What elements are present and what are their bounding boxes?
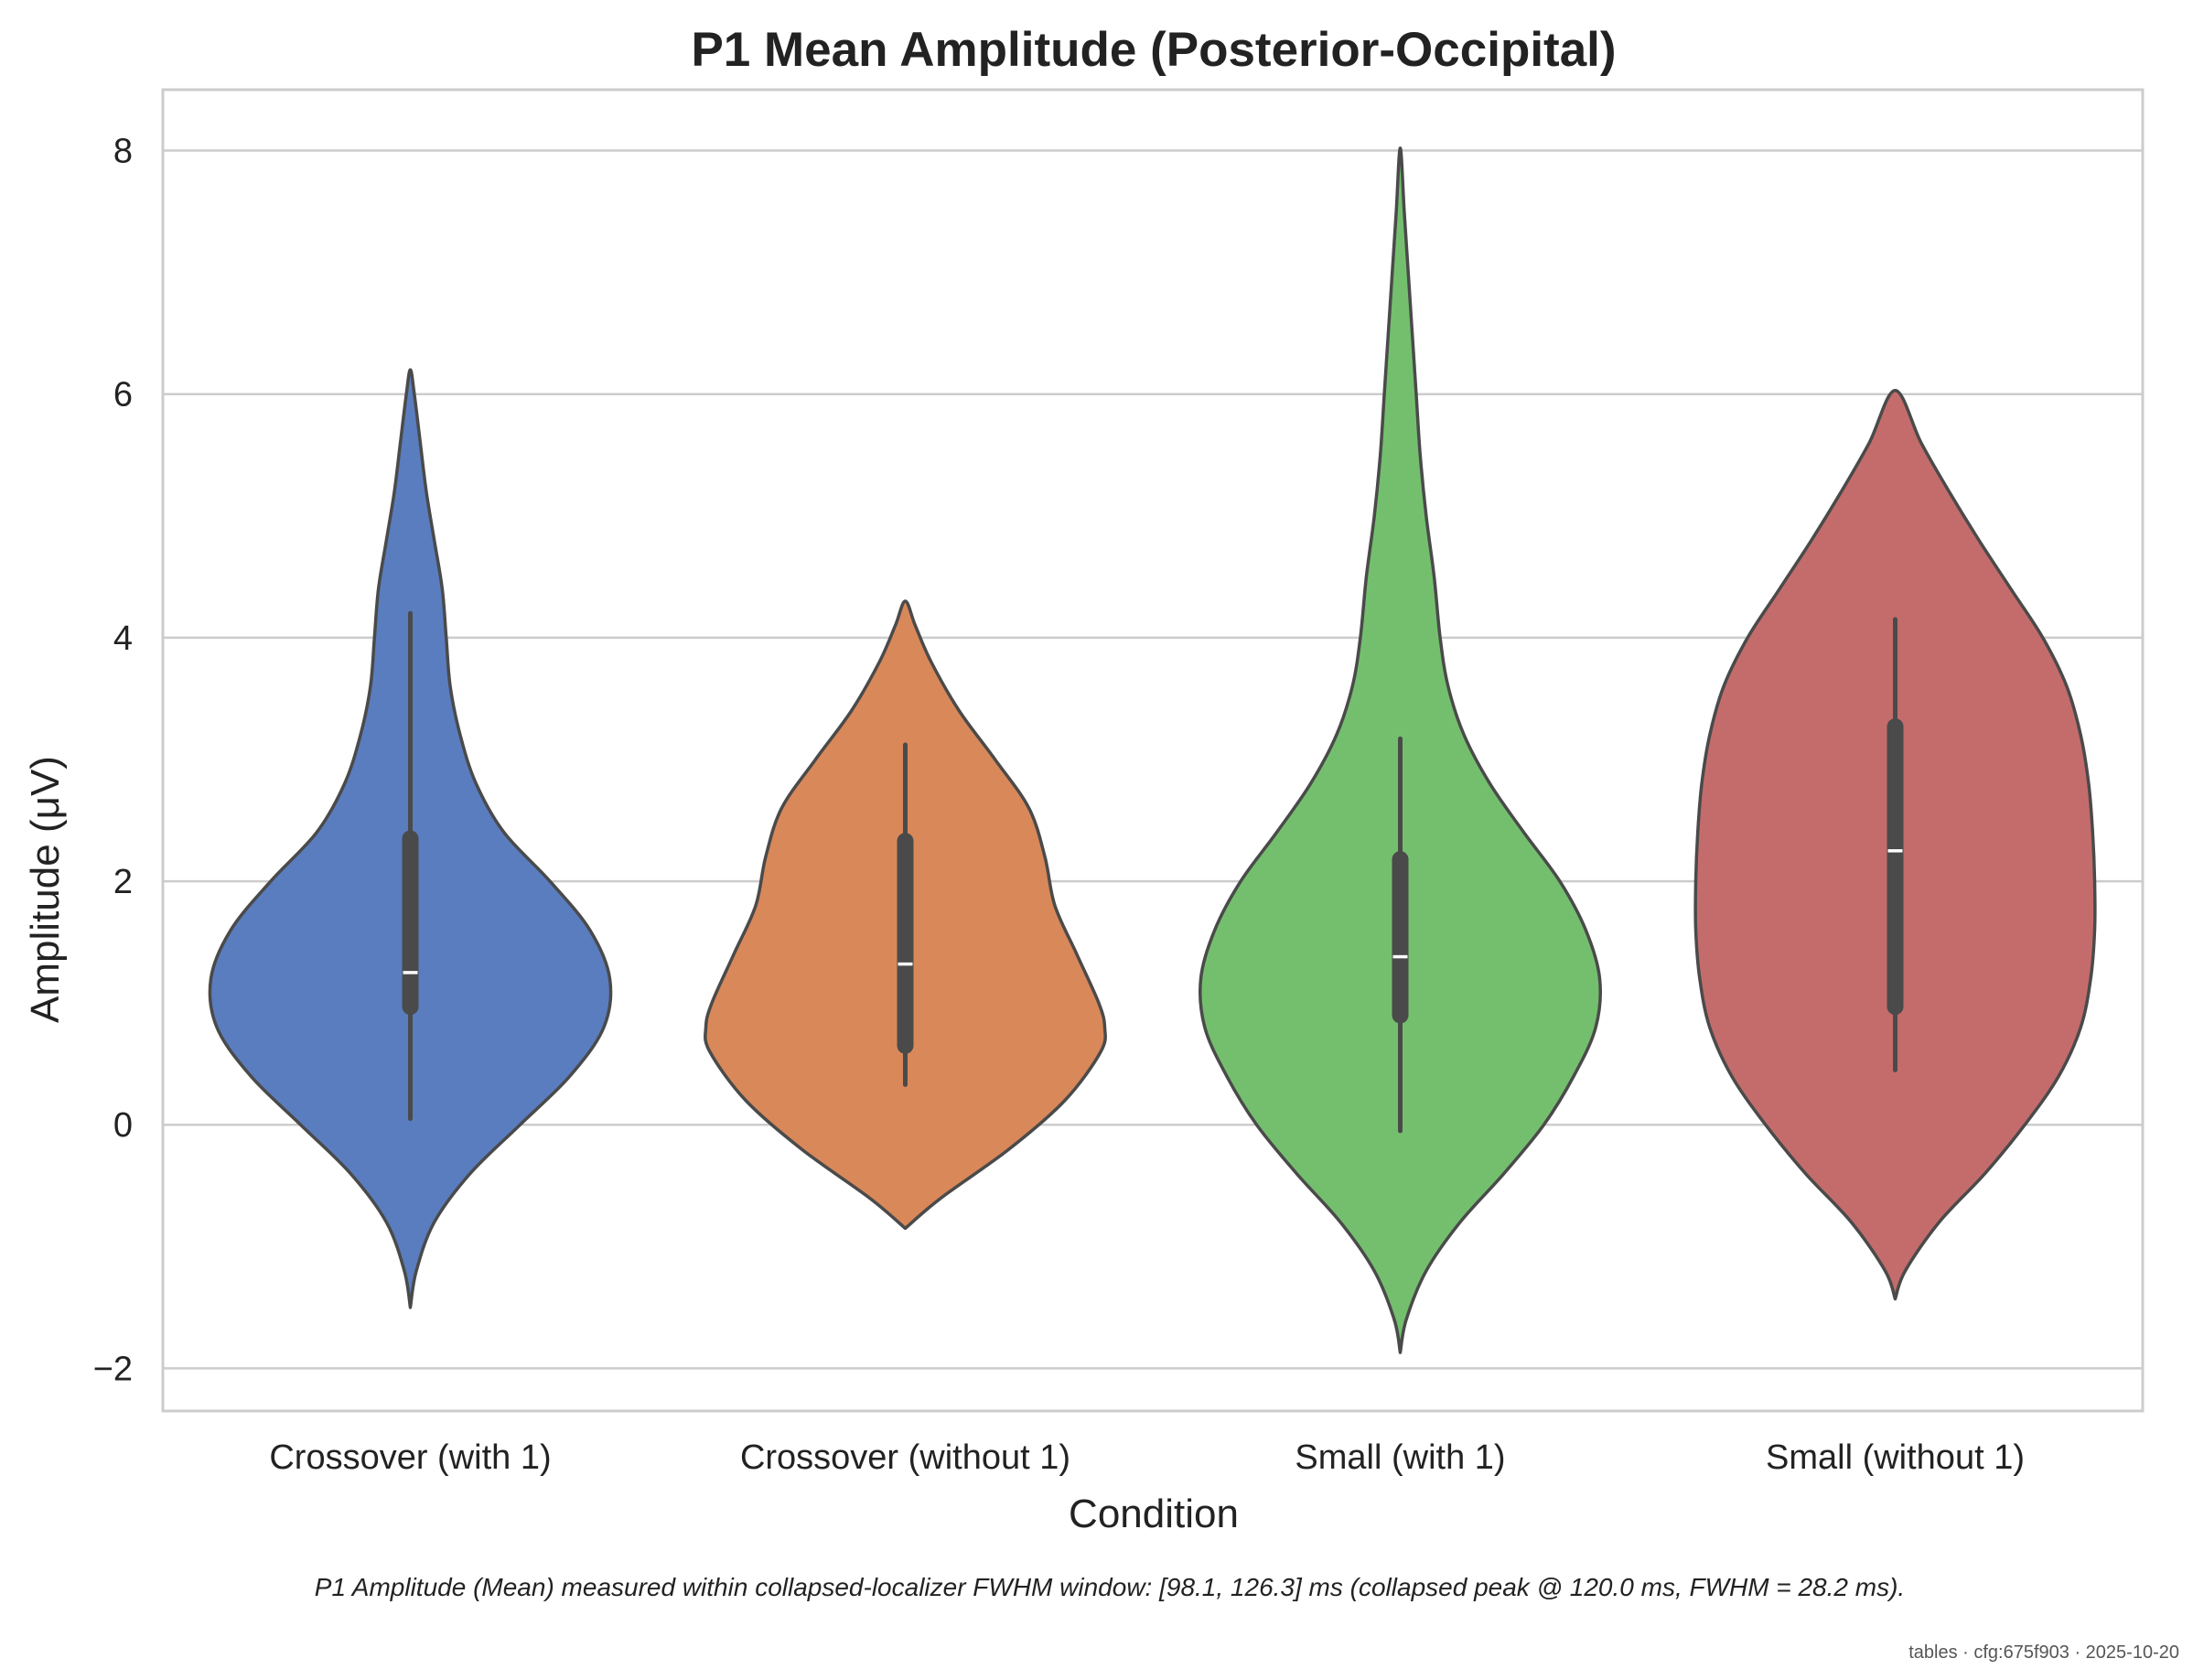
violin-3 bbox=[1198, 146, 1603, 1354]
chart-caption: P1 Amplitude (Mean) measured within coll… bbox=[315, 1573, 1905, 1601]
y-tick-labels: −2 0 2 4 6 8 bbox=[93, 133, 133, 1389]
y-axis-label: Amplitude (μV) bbox=[23, 756, 68, 1023]
y-tick-label: 4 bbox=[113, 619, 133, 658]
violin-4 bbox=[1693, 388, 2097, 1301]
violin-2 bbox=[704, 599, 1107, 1231]
y-tick-label: −2 bbox=[93, 1350, 133, 1388]
chart-title: P1 Mean Amplitude (Posterior-Occipital) bbox=[691, 23, 1616, 77]
violins bbox=[208, 146, 2097, 1354]
y-tick-label: 8 bbox=[113, 133, 133, 171]
x-tick-label: Crossover (with 1) bbox=[269, 1438, 551, 1477]
x-tick-label: Crossover (without 1) bbox=[740, 1438, 1070, 1477]
footer-stamp: tables · cfg:675f903 · 2025-10-20 bbox=[1908, 1642, 2179, 1663]
y-tick-label: 0 bbox=[113, 1106, 133, 1145]
y-tick-label: 6 bbox=[113, 376, 133, 415]
plot-frame bbox=[161, 88, 2145, 1413]
violin-1 bbox=[208, 368, 613, 1309]
x-axis-label: Condition bbox=[1069, 1492, 1239, 1536]
x-tick-label: Small (with 1) bbox=[1295, 1438, 1505, 1477]
x-tick-labels: Crossover (with 1) Crossover (without 1) S… bbox=[269, 1438, 2025, 1477]
x-tick-label: Small (without 1) bbox=[1766, 1438, 2025, 1477]
y-tick-label: 2 bbox=[113, 863, 133, 901]
